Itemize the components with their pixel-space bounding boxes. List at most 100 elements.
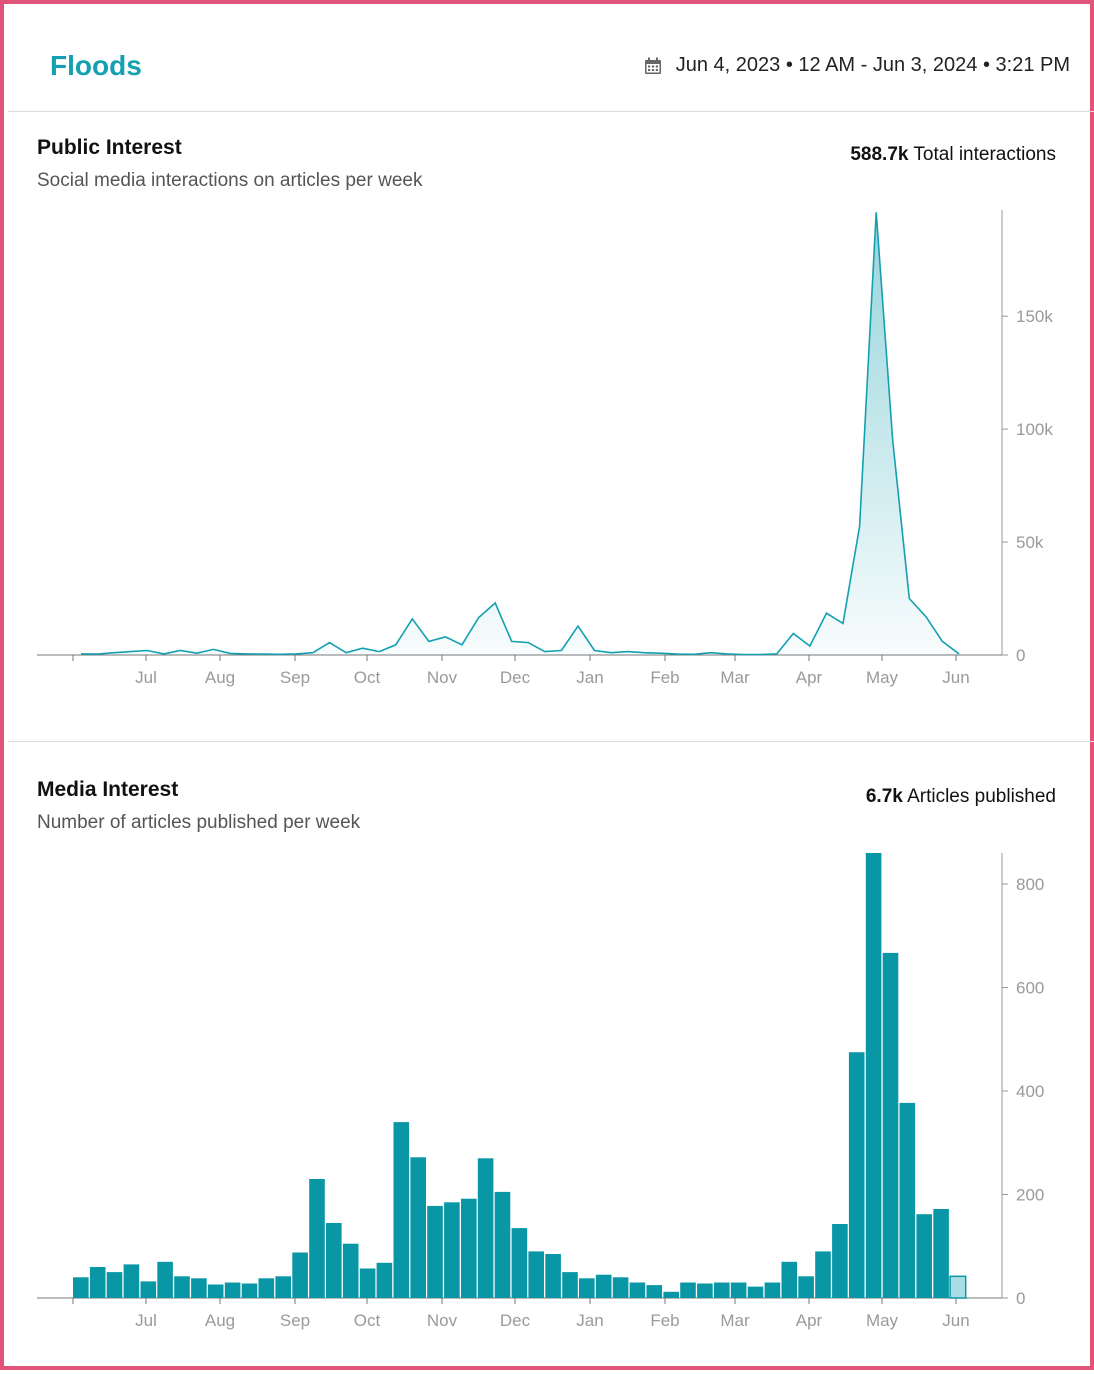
bar (899, 1102, 916, 1298)
x-tick-label: Dec (500, 668, 531, 687)
x-tick-label: Jan (576, 668, 603, 687)
bar (612, 1277, 629, 1298)
bar (174, 1276, 190, 1298)
series-line (80, 212, 960, 656)
bar (427, 1205, 443, 1298)
y-tick-label: 800 (1016, 875, 1044, 894)
x-tick-label: Jul (135, 1311, 157, 1330)
bar (241, 1283, 258, 1298)
x-tick-label: Aug (205, 668, 235, 687)
bar (359, 1268, 376, 1298)
bar (73, 1277, 89, 1298)
public-interest-subtitle: Social media interactions on articles pe… (37, 170, 423, 191)
bar (848, 1052, 865, 1298)
page-title: Floods (50, 50, 142, 81)
bar (663, 1291, 679, 1298)
bar (89, 1267, 106, 1298)
total-interactions-value: 588.7k (850, 144, 909, 165)
bar (595, 1274, 612, 1298)
y-tick-label: 50k (1016, 533, 1044, 552)
bar (882, 952, 899, 1298)
bar (309, 1179, 325, 1298)
bar (747, 1286, 764, 1298)
y-tick-label: 0 (1016, 1289, 1025, 1308)
bar (562, 1272, 578, 1298)
bar (680, 1282, 696, 1298)
public-interest-chart: Jul Aug Sep Oct Nov Dec Jan Feb Mar Apr May Jun 0 50k… (37, 210, 1053, 687)
x-tick-label: Jul (135, 668, 157, 687)
bar (798, 1276, 814, 1298)
bar (579, 1278, 595, 1298)
x-tick-label: May (866, 1311, 899, 1330)
bar (106, 1272, 123, 1298)
total-interactions-label: Total interactions (908, 144, 1056, 165)
bar (207, 1284, 224, 1298)
bar (157, 1261, 173, 1298)
bar (714, 1282, 730, 1298)
bar (123, 1264, 140, 1298)
bar (393, 1122, 410, 1298)
date-range-text: Jun 4, 2023 • 12 AM - Jun 3, 2024 • 3:21… (675, 54, 1070, 76)
x-tick-label: Jan (576, 1311, 603, 1330)
header: Floods Jun 4, 2023 • 12 AM - Jun 3, 2024… (8, 8, 1094, 112)
x-tick-label: Sep (280, 1311, 310, 1330)
y-tick-label: 600 (1016, 979, 1044, 998)
bar (865, 853, 882, 1298)
bar (224, 1282, 241, 1298)
bar (461, 1198, 477, 1298)
x-tick-label: Oct (354, 668, 381, 687)
bar (275, 1276, 291, 1298)
x-tick-label: Aug (205, 1311, 235, 1330)
articles-published-label: Articles published (902, 786, 1056, 807)
bar (764, 1282, 781, 1298)
public-interest-total: 588.7k Total interactions (850, 144, 1056, 166)
bar (258, 1278, 275, 1298)
bar (528, 1251, 544, 1298)
media-interest-chart: Jul Aug Sep Oct Nov Dec Jan Feb Mar Apr May Jun 0 200… (37, 853, 1044, 1330)
bar (326, 1223, 342, 1298)
media-interest-subtitle: Number of articles published per week (37, 812, 361, 833)
media-interest-total: 6.7k Articles published (866, 786, 1056, 808)
x-tick-label: May (866, 668, 899, 687)
bar (342, 1243, 359, 1298)
bar (292, 1252, 308, 1298)
x-tick-label: Apr (796, 668, 823, 687)
bar (781, 1261, 798, 1298)
x-tick-label: Feb (650, 1311, 679, 1330)
x-tick-label: Sep (280, 668, 310, 687)
bar (140, 1281, 157, 1298)
series-area (81, 212, 959, 656)
bar (697, 1283, 713, 1298)
y-tick-label: 0 (1016, 646, 1025, 665)
calendar-icon (644, 57, 661, 74)
bar (933, 1209, 949, 1298)
bar (494, 1191, 511, 1298)
bar (511, 1228, 528, 1298)
bar (815, 1251, 831, 1298)
bar (916, 1214, 932, 1298)
y-tick-label: 150k (1016, 307, 1053, 326)
y-tick-label: 400 (1016, 1082, 1044, 1101)
bar (949, 1275, 967, 1299)
bar (646, 1285, 663, 1298)
y-tick-label: 100k (1016, 420, 1053, 439)
bar (376, 1262, 393, 1298)
x-tick-label: Dec (500, 1311, 531, 1330)
bar (832, 1224, 848, 1298)
x-tick-label: Nov (427, 1311, 458, 1330)
articles-published-value: 6.7k (865, 786, 903, 807)
x-tick-label: Jun (942, 1311, 969, 1330)
bar (730, 1282, 747, 1298)
bar (477, 1158, 494, 1298)
date-range-picker[interactable]: Jun 4, 2023 • 12 AM - Jun 3, 2024 • 3:21… (644, 54, 1070, 77)
y-tick-label: 200 (1016, 1186, 1044, 1205)
x-tick-label: Nov (427, 668, 458, 687)
public-interest-title: Public Interest (37, 136, 182, 159)
bar (629, 1282, 646, 1298)
x-tick-label: Mar (720, 1311, 750, 1330)
x-tick-label: Jun (942, 668, 969, 687)
media-interest-title: Media Interest (37, 778, 179, 801)
x-tick-label: Oct (354, 1311, 381, 1330)
bar (444, 1202, 460, 1298)
